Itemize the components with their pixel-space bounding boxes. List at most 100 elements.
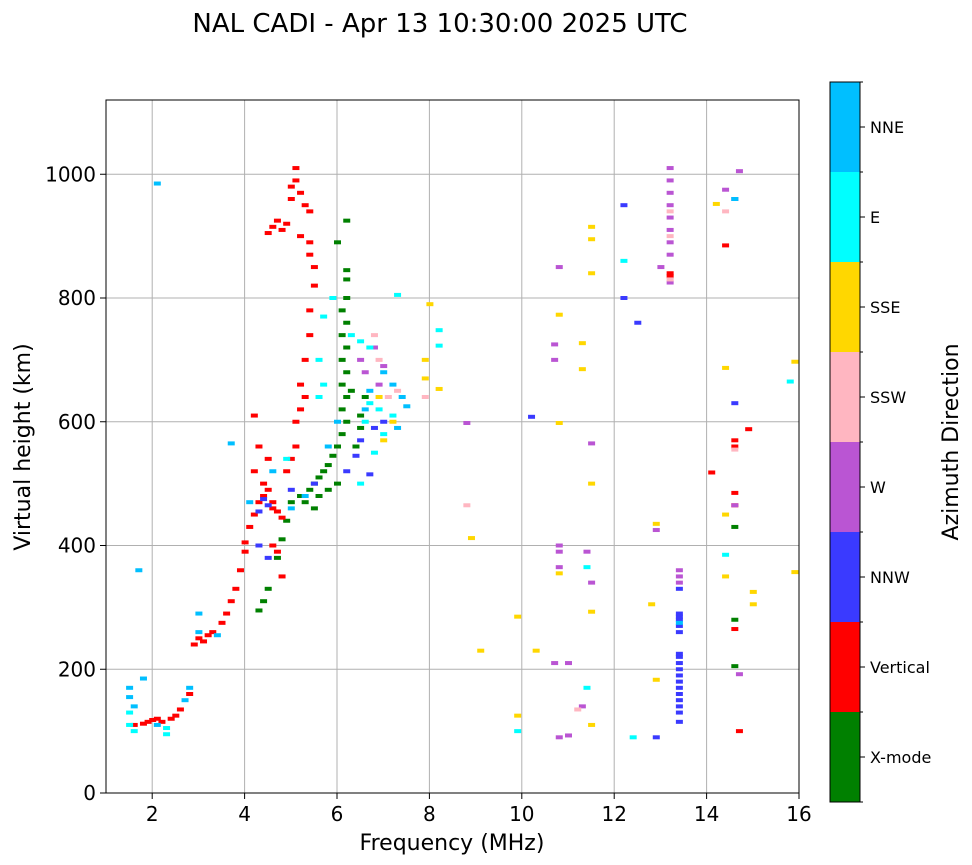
data-point-vertical (209, 630, 217, 635)
data-point-nne (126, 685, 134, 690)
data-point-vertical (287, 184, 295, 189)
data-point-vertical (241, 549, 249, 554)
data-point-x-mode (343, 268, 351, 273)
colorbar-label: E (870, 208, 880, 227)
data-point-e (357, 481, 365, 486)
data-point-vertical (269, 500, 277, 505)
data-point-sse (467, 536, 475, 541)
data-point-w (666, 203, 674, 208)
data-point-x-mode (338, 432, 346, 437)
data-point-vertical (731, 444, 739, 449)
data-point-vertical (722, 243, 730, 248)
colorbar-segment (830, 532, 860, 622)
data-point-e (329, 296, 337, 300)
data-point-x-mode (324, 487, 332, 492)
data-point-nnw (675, 710, 683, 715)
data-point-vertical (223, 611, 231, 616)
data-point-vertical (297, 407, 305, 412)
data-point-sse (435, 386, 443, 391)
data-point-x-mode (320, 469, 328, 474)
data-point-e (130, 729, 138, 734)
x-tick-label: 16 (786, 802, 811, 826)
data-point-e (315, 357, 323, 362)
data-point-w (357, 357, 365, 362)
data-point-vertical (227, 599, 235, 604)
data-point-x-mode (273, 555, 281, 560)
data-point-nnw (675, 654, 683, 659)
data-point-nnw (675, 719, 683, 724)
data-point-vertical (301, 203, 309, 208)
data-point-x-mode (334, 481, 341, 486)
data-point-x-mode (338, 357, 346, 362)
data-point-nne (287, 506, 295, 511)
data-point-ssw (375, 357, 383, 362)
data-point-sse (588, 609, 596, 614)
data-points (126, 166, 799, 740)
data-point-x-mode (278, 537, 286, 542)
data-point-nnw (255, 543, 263, 548)
data-point-nne (186, 685, 194, 690)
data-point-sse (421, 357, 429, 362)
data-point-nnw (255, 509, 263, 514)
data-point-vertical (264, 487, 272, 492)
data-point-e (163, 732, 171, 737)
data-point-vertical (260, 494, 268, 498)
data-point-vertical (287, 456, 295, 461)
data-point-vertical (255, 444, 263, 449)
data-point-vertical (666, 274, 674, 279)
data-point-x-mode (352, 444, 360, 449)
data-point-x-mode (324, 463, 332, 468)
y-tick-label: 800 (58, 286, 96, 310)
data-point-ssw (722, 209, 730, 214)
data-point-w (551, 357, 559, 362)
data-point-sse (380, 438, 388, 443)
data-point-sse (555, 312, 563, 317)
data-point-w (666, 178, 674, 183)
data-point-sse (477, 648, 485, 653)
colorbar-label: W (870, 478, 886, 497)
data-point-w (735, 672, 743, 677)
data-point-sse (375, 395, 383, 399)
data-point-nne (380, 370, 388, 375)
data-point-x-mode (731, 664, 739, 669)
colorbar-segment (830, 82, 860, 172)
data-point-w (666, 227, 674, 232)
data-point-w (565, 661, 572, 666)
colorbar-label: X-mode (870, 748, 931, 767)
y-axis: 0 200 400 600 800 1000 (45, 162, 106, 805)
data-point-e (722, 552, 730, 557)
data-point-sse (749, 589, 757, 594)
data-point-nnw (370, 425, 378, 430)
data-point-x-mode (357, 413, 365, 418)
x-tick-label: 8 (423, 802, 436, 826)
data-point-x-mode (338, 333, 346, 338)
data-point-e (315, 395, 323, 399)
data-point-vertical (306, 333, 314, 338)
x-axis-label: Frequency (MHz) (360, 831, 545, 856)
data-point-w (675, 580, 683, 585)
data-point-sse (588, 481, 596, 486)
data-point-x-mode (264, 586, 272, 591)
chart-title: NAL CADI - Apr 13 10:30:00 2025 UTC (192, 9, 687, 39)
data-point-vertical (260, 481, 268, 486)
data-point-nnw (731, 401, 739, 406)
data-point-sse (722, 365, 730, 370)
data-point-nne (126, 695, 134, 700)
colorbar: X-mode Vertical NNW W SSW SSE E NNE (829, 81, 931, 803)
data-point-e (435, 328, 443, 333)
colorbar-segment (830, 352, 860, 442)
data-point-x-mode (255, 608, 263, 613)
data-point-nnw (620, 203, 628, 208)
data-point-vertical (278, 515, 286, 520)
data-point-nne (227, 441, 235, 446)
data-point-x-mode (343, 218, 351, 223)
data-point-w (675, 574, 683, 579)
data-point-nne (398, 395, 406, 399)
data-point-e (583, 685, 591, 690)
data-point-ssw (574, 707, 582, 712)
colorbar-label: NNE (870, 118, 904, 137)
data-point-w (675, 568, 683, 573)
data-point-sse (722, 574, 730, 579)
data-point-nne (675, 620, 683, 625)
data-point-w (731, 503, 739, 508)
